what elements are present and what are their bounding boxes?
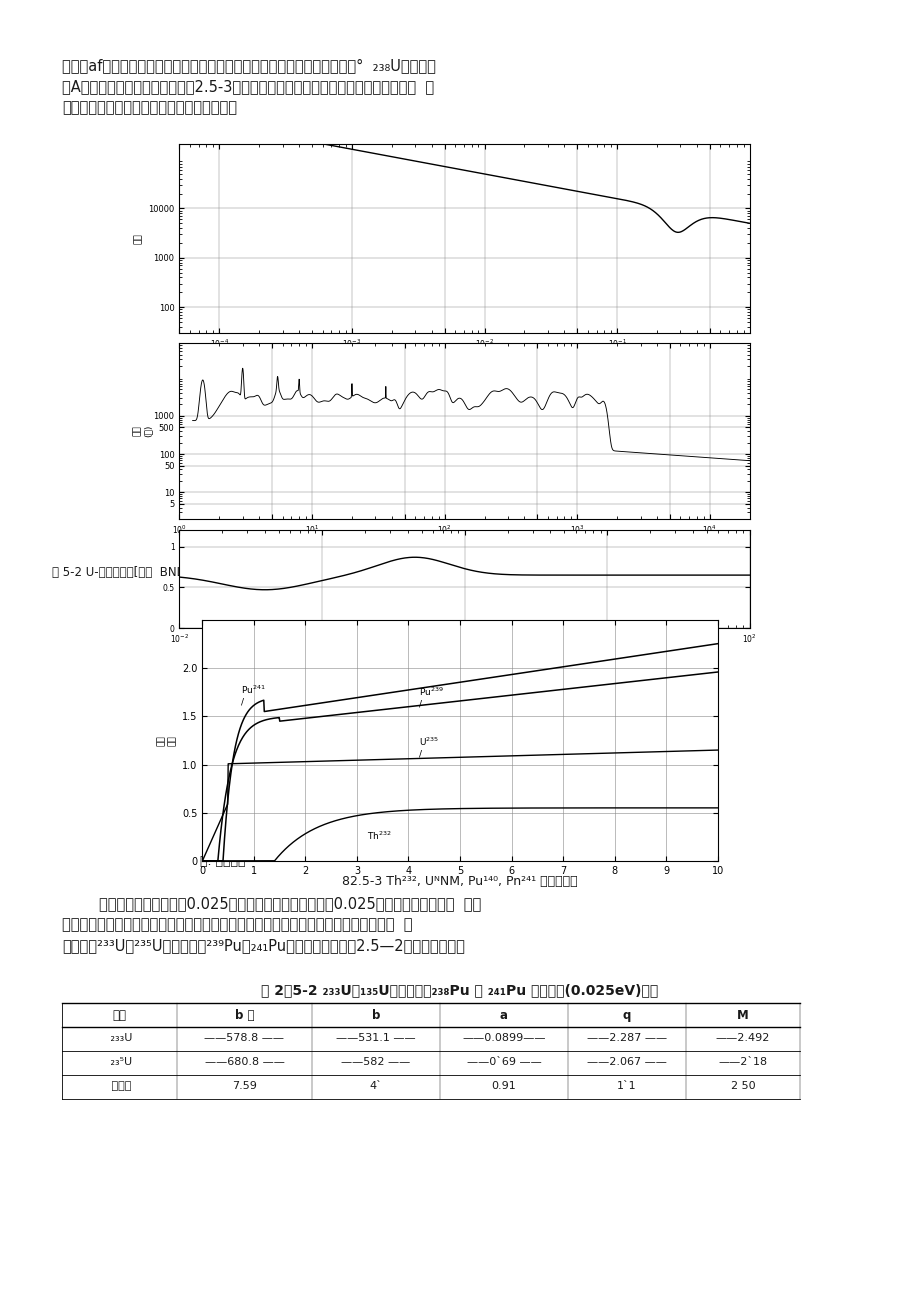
- Text: q: q: [622, 1009, 630, 1022]
- Text: ——2.287 ——: ——2.287 ——: [586, 1032, 666, 1043]
- Text: 82.5-3 Th²³², UᴺNM, Pu¹⁴⁰, Pn²⁴¹ 的裂变截面: 82.5-3 Th²³², UᴺNM, Pu¹⁴⁰, Pn²⁴¹ 的裂变截面: [342, 875, 577, 888]
- Text: 7.59: 7.59: [232, 1081, 256, 1091]
- Text: ——2.067 ——: ——2.067 ——: [586, 1057, 666, 1068]
- Text: ——680.8 ——: ——680.8 ——: [204, 1057, 284, 1068]
- Text: 种A为偶数核的这种情况，可由图2.5-3看出。由于裂变阈通常出现在可分辨共振的能区  以: 种A为偶数核的这种情况，可由图2.5-3看出。由于裂变阈通常出现在可分辨共振的能…: [62, 79, 434, 94]
- Text: 通常的作法是把能量为0.025电子伏的低能截面制成表。0.025电子伏这个値叫做热  能，: 通常的作法是把能量为0.025电子伏的低能截面制成表。0.025电子伏这个値叫做…: [62, 896, 481, 911]
- Text: Th$^{232}$: Th$^{232}$: [367, 829, 391, 841]
- Text: b ．: b ．: [234, 1009, 254, 1022]
- Text: 图 5-2 U-的裂变就面[取自  BNL-325 Second Edition '        (1958 )]: 图 5-2 U-的裂变就面[取自 BNL-325 Second Edition …: [52, 566, 385, 579]
- Text: ₂₃⁵U: ₂₃⁵U: [107, 1057, 132, 1068]
- Text: 因为中子在室温下同周围介质处于热平衡时的能量大致是这个数値。对应的截面叫做热  中: 因为中子在室温下同周围介质处于热平衡时的能量大致是这个数値。对应的截面叫做热 中: [62, 917, 412, 932]
- Text: ——2.492: ——2.492: [715, 1032, 769, 1043]
- Text: 表 2．5-2 ₂₃₃U、₁₃₅U、天燃铅、₂₃₈Pu 和 ₂₄₁Pu 的热中子(0.025eV)数据: 表 2．5-2 ₂₃₃U、₁₃₅U、天燃铅、₂₃₈Pu 和 ₂₄₁Pu 的热中子…: [261, 983, 658, 997]
- Text: U$^{235}$
/: U$^{235}$ /: [418, 736, 438, 759]
- Text: 天燃铅: 天燃铅: [108, 1081, 131, 1091]
- Text: ——2`18: ——2`18: [718, 1057, 766, 1068]
- Text: ——0.0899——: ——0.0899——: [461, 1032, 545, 1043]
- Text: 4`: 4`: [369, 1081, 382, 1091]
- Text: 1`1: 1`1: [617, 1081, 636, 1091]
- Text: 核数: 核数: [112, 1009, 127, 1022]
- Text: 0.91: 0.91: [491, 1081, 516, 1091]
- Text: b: b: [371, 1009, 380, 1022]
- Text: ——578.8 ——: ——578.8 ——: [204, 1032, 284, 1043]
- Y-axis label: 裂变
截面: 裂变 截面: [157, 736, 176, 746]
- Text: Pu$^{241}$
/: Pu$^{241}$ /: [241, 684, 266, 707]
- Text: ——0`69 ——: ——0`69 ——: [466, 1057, 540, 1068]
- Text: 这时，af在裂变阈能以下一直为零，在裂变阈处随着能量的增加而迅速上升°  ₂₃₈U和其他几: 这时，af在裂变阈能以下一直为零，在裂变阈处随着能量的增加而迅速上升° ₂₃₈U…: [62, 59, 436, 73]
- Text: ₂₃₃U: ₂₃₃U: [107, 1032, 132, 1043]
- Text: 中. 兆电干伏: 中. 兆电干伏: [199, 855, 245, 868]
- Text: a: a: [499, 1009, 507, 1022]
- Text: M: M: [736, 1009, 748, 1022]
- Text: ——582 ——: ——582 ——: [341, 1057, 410, 1068]
- Text: Pu$^{239}$
/: Pu$^{239}$ /: [418, 686, 443, 708]
- X-axis label: 中子能量，兆电子伏: 中子能量，兆电子伏: [440, 651, 488, 660]
- X-axis label: 中子能量，电子伏: 中子能量，电子伏: [443, 355, 485, 365]
- Text: ——531.1 ——: ——531.1 ——: [335, 1032, 415, 1043]
- Text: 2 50: 2 50: [730, 1081, 754, 1091]
- Text: 上，所以这类核的裂变截面趋向于处处平滑。: 上，所以这类核的裂变截面趋向于处处平滑。: [62, 100, 237, 115]
- X-axis label: 中子能量，电子伏: 中子能量，电子伏: [443, 542, 485, 551]
- Y-axis label: 截面
(靶): 截面 (靶): [132, 424, 152, 437]
- Text: 子截面。²³³U、²³⁵U、天然铅、²³⁹Pu和₂₄₁Pu的热中子截面由表2.5—2的头两栏给出。: 子截面。²³³U、²³⁵U、天然铅、²³⁹Pu和₂₄₁Pu的热中子截面由表2.5…: [62, 937, 464, 953]
- Y-axis label: 截面: 截面: [133, 233, 142, 243]
